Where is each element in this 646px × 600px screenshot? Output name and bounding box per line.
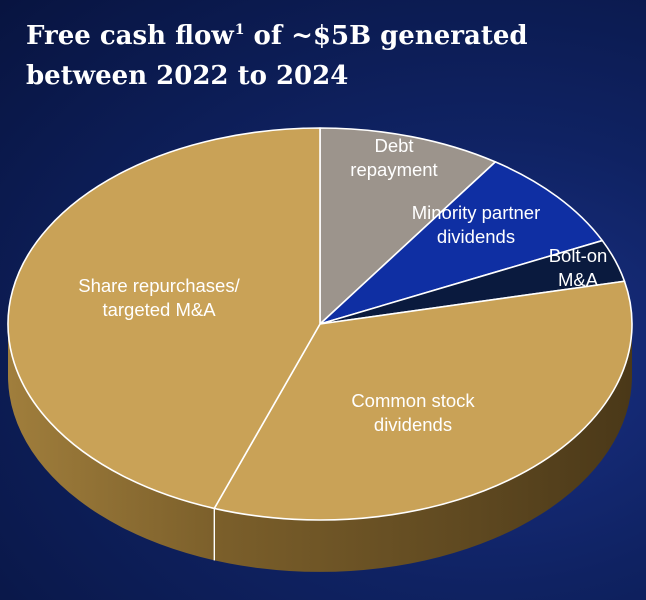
title-line2-text: between 2022 to 2024: [26, 61, 349, 91]
title-line1-text: Free cash flow: [26, 21, 234, 51]
pie-label-common-stock-dividends: Common stock dividends: [351, 390, 475, 435]
pie-slices: [7, 127, 633, 521]
title-line1-rest: of ~$5B generated: [244, 21, 528, 51]
pie-side-wall-face: [8, 324, 632, 572]
pie-side-wall: [8, 324, 632, 572]
pie-label-minority-partner-dividends: Minority partner dividends: [412, 202, 541, 247]
pie-label-debt-repayment: Debt repayment: [350, 135, 437, 180]
title-footnote-marker: 1: [234, 22, 245, 38]
pie-slice-debt-repayment: [319, 127, 497, 325]
pie-label-bolt-on-m-a: Bolt-on M&A: [549, 245, 608, 290]
pie-slice-share-repurchases-targeted-m-a: [7, 127, 321, 510]
pie-slice-minority-partner-dividends: [319, 161, 604, 325]
pie-slice-common-stock-dividends: [213, 280, 633, 521]
pie-labels: Debt repayment Minority partner dividendsBo…: [78, 135, 607, 435]
pie-label-share-repurchases-targeted-m-a: Share repurchases/targeted M&A: [78, 275, 240, 320]
chart-title: Free cash flow1 of ~$5B generated betwee…: [26, 10, 626, 96]
